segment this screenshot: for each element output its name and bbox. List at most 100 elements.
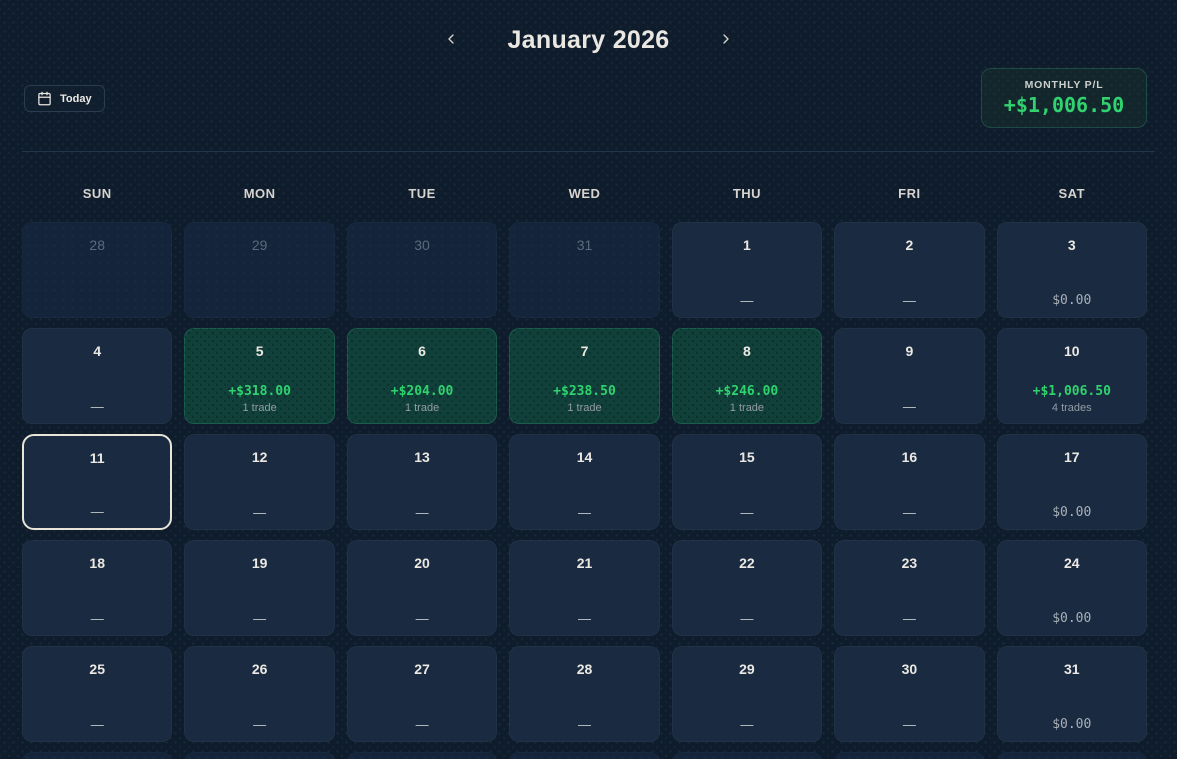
day-value: — [577,717,591,732]
day-cell-footer: — [510,717,658,732]
chevron-left-icon [443,31,459,50]
monthly-pl-label: MONTHLY P/L [1024,79,1104,91]
day-cell-footer: — [185,717,333,732]
day-cell-37[interactable]: 3 [346,752,498,759]
day-cell-13[interactable]: 10 +$1,006.50 4 trades [996,328,1147,424]
month-nav-header: January 2026 [0,20,1177,60]
day-cell-32[interactable]: 29 — [671,646,823,742]
day-cell-41[interactable]: 7 [996,752,1147,759]
day-cell-33[interactable]: 30 — [834,646,985,742]
day-cell-10[interactable]: 7 +$238.50 1 trade [509,328,660,424]
day-value: — [902,717,916,732]
day-number: 29 [739,661,755,677]
day-number: 30 [414,237,430,253]
day-cell-7[interactable]: 4 — [22,328,173,424]
day-cell-35[interactable]: 1 [22,752,173,759]
day-cell-footer: — [673,611,821,626]
day-value: +$246.00 [715,384,779,399]
day-cell-26[interactable]: 23 — [834,540,985,636]
weekday-label-sun: SUN [82,186,112,201]
day-cell-39[interactable]: 5 [671,752,823,759]
day-cell-25[interactable]: 22 — [671,540,823,636]
day-number: 7 [580,343,589,359]
day-cell-5[interactable]: 2 — [834,222,985,318]
day-cell-16[interactable]: 13 — [346,434,498,530]
day-cell-24[interactable]: 21 — [509,540,660,636]
day-cell-2[interactable]: 30 [346,222,498,318]
day-cell-4[interactable]: 1 — [671,222,823,318]
day-cell-23[interactable]: 20 — [346,540,498,636]
day-cell-34[interactable]: 31 $0.00 [996,646,1147,742]
day-value: — [577,505,591,520]
day-cell-30[interactable]: 27 — [346,646,498,742]
day-cell-17[interactable]: 14 — [509,434,660,530]
day-cell-28[interactable]: 25 — [22,646,173,742]
day-cell-31[interactable]: 28 — [509,646,660,742]
day-number: 28 [576,661,593,677]
day-value: — [90,504,104,519]
weekday-label-tue: TUE [408,186,436,201]
weekday-label-thu: THU [732,186,762,201]
day-number: 25 [89,661,105,677]
day-cell-footer: +$204.00 1 trade [348,384,496,414]
day-number: 5 [255,343,264,359]
day-cell-19[interactable]: 16 — [834,434,985,530]
calendar-grid: 28 29 30 31 1 [22,222,1147,759]
monthly-pl-card: MONTHLY P/L +$1,006.50 [981,68,1147,128]
day-number: 10 [1063,343,1080,359]
today-button-label: Today [60,92,92,105]
day-cell-footer: — [24,504,170,519]
day-number: 21 [576,555,593,571]
day-number: 3 [1067,237,1076,253]
day-value: +$238.50 [553,384,616,399]
day-cell-0[interactable]: 28 [22,222,173,318]
day-cell-12[interactable]: 9 — [834,328,985,424]
day-cell-40[interactable]: 6 [834,752,985,759]
day-cell-18[interactable]: 15 — [671,434,823,530]
day-cell-38[interactable]: 4 [509,752,660,759]
day-cell-21[interactable]: 18 — [22,540,173,636]
day-cell-footer: — [348,611,496,626]
day-number: 8 [743,343,751,359]
day-cell-22[interactable]: 19 — [184,540,335,636]
day-number: 26 [251,661,268,677]
weekday-label-wed: WED [568,186,601,201]
day-value: $0.00 [1052,505,1092,520]
day-number: 2 [905,237,914,253]
day-value: $0.00 [1052,717,1092,732]
next-month-button[interactable] [712,26,740,54]
day-cell-footer: — [23,611,171,626]
day-cell-29[interactable]: 26 — [184,646,335,742]
day-value: — [902,505,916,520]
day-value: — [90,399,104,414]
day-cell-9[interactable]: 6 +$204.00 1 trade [346,328,498,424]
day-cell-footer: — [835,611,983,626]
day-cell-3[interactable]: 31 [509,222,660,318]
today-button[interactable]: Today [24,85,105,112]
day-cell-footer: $0.00 [998,505,1146,520]
day-cell-8[interactable]: 5 +$318.00 1 trade [184,328,335,424]
day-cell-15[interactable]: 12 — [184,434,335,530]
day-cell-footer: +$318.00 1 trade [185,384,333,414]
day-value: $0.00 [1052,611,1092,626]
day-value: — [415,611,429,626]
day-number: 9 [905,343,914,359]
prev-month-button[interactable] [437,26,465,54]
day-cell-footer: — [835,717,983,732]
day-cell-footer: $0.00 [998,611,1146,626]
day-cell-36[interactable]: 2 [184,752,335,759]
day-cell-14[interactable]: 11 — [22,434,173,530]
day-cell-1[interactable]: 29 [184,222,335,318]
day-cell-27[interactable]: 24 $0.00 [996,540,1147,636]
day-cell-footer: $0.00 [998,293,1146,308]
day-cell-footer: — [185,505,333,520]
day-trades: 4 trades [1051,402,1092,414]
day-cell-20[interactable]: 17 $0.00 [996,434,1147,530]
header-divider [22,151,1155,152]
monthly-pl-value: +$1,006.50 [1003,93,1125,117]
weekday-label-mon: MON [243,186,276,201]
day-cell-6[interactable]: 3 $0.00 [996,222,1147,318]
day-value: — [740,293,754,308]
day-value: — [90,717,104,732]
day-cell-11[interactable]: 8 +$246.00 1 trade [671,328,823,424]
